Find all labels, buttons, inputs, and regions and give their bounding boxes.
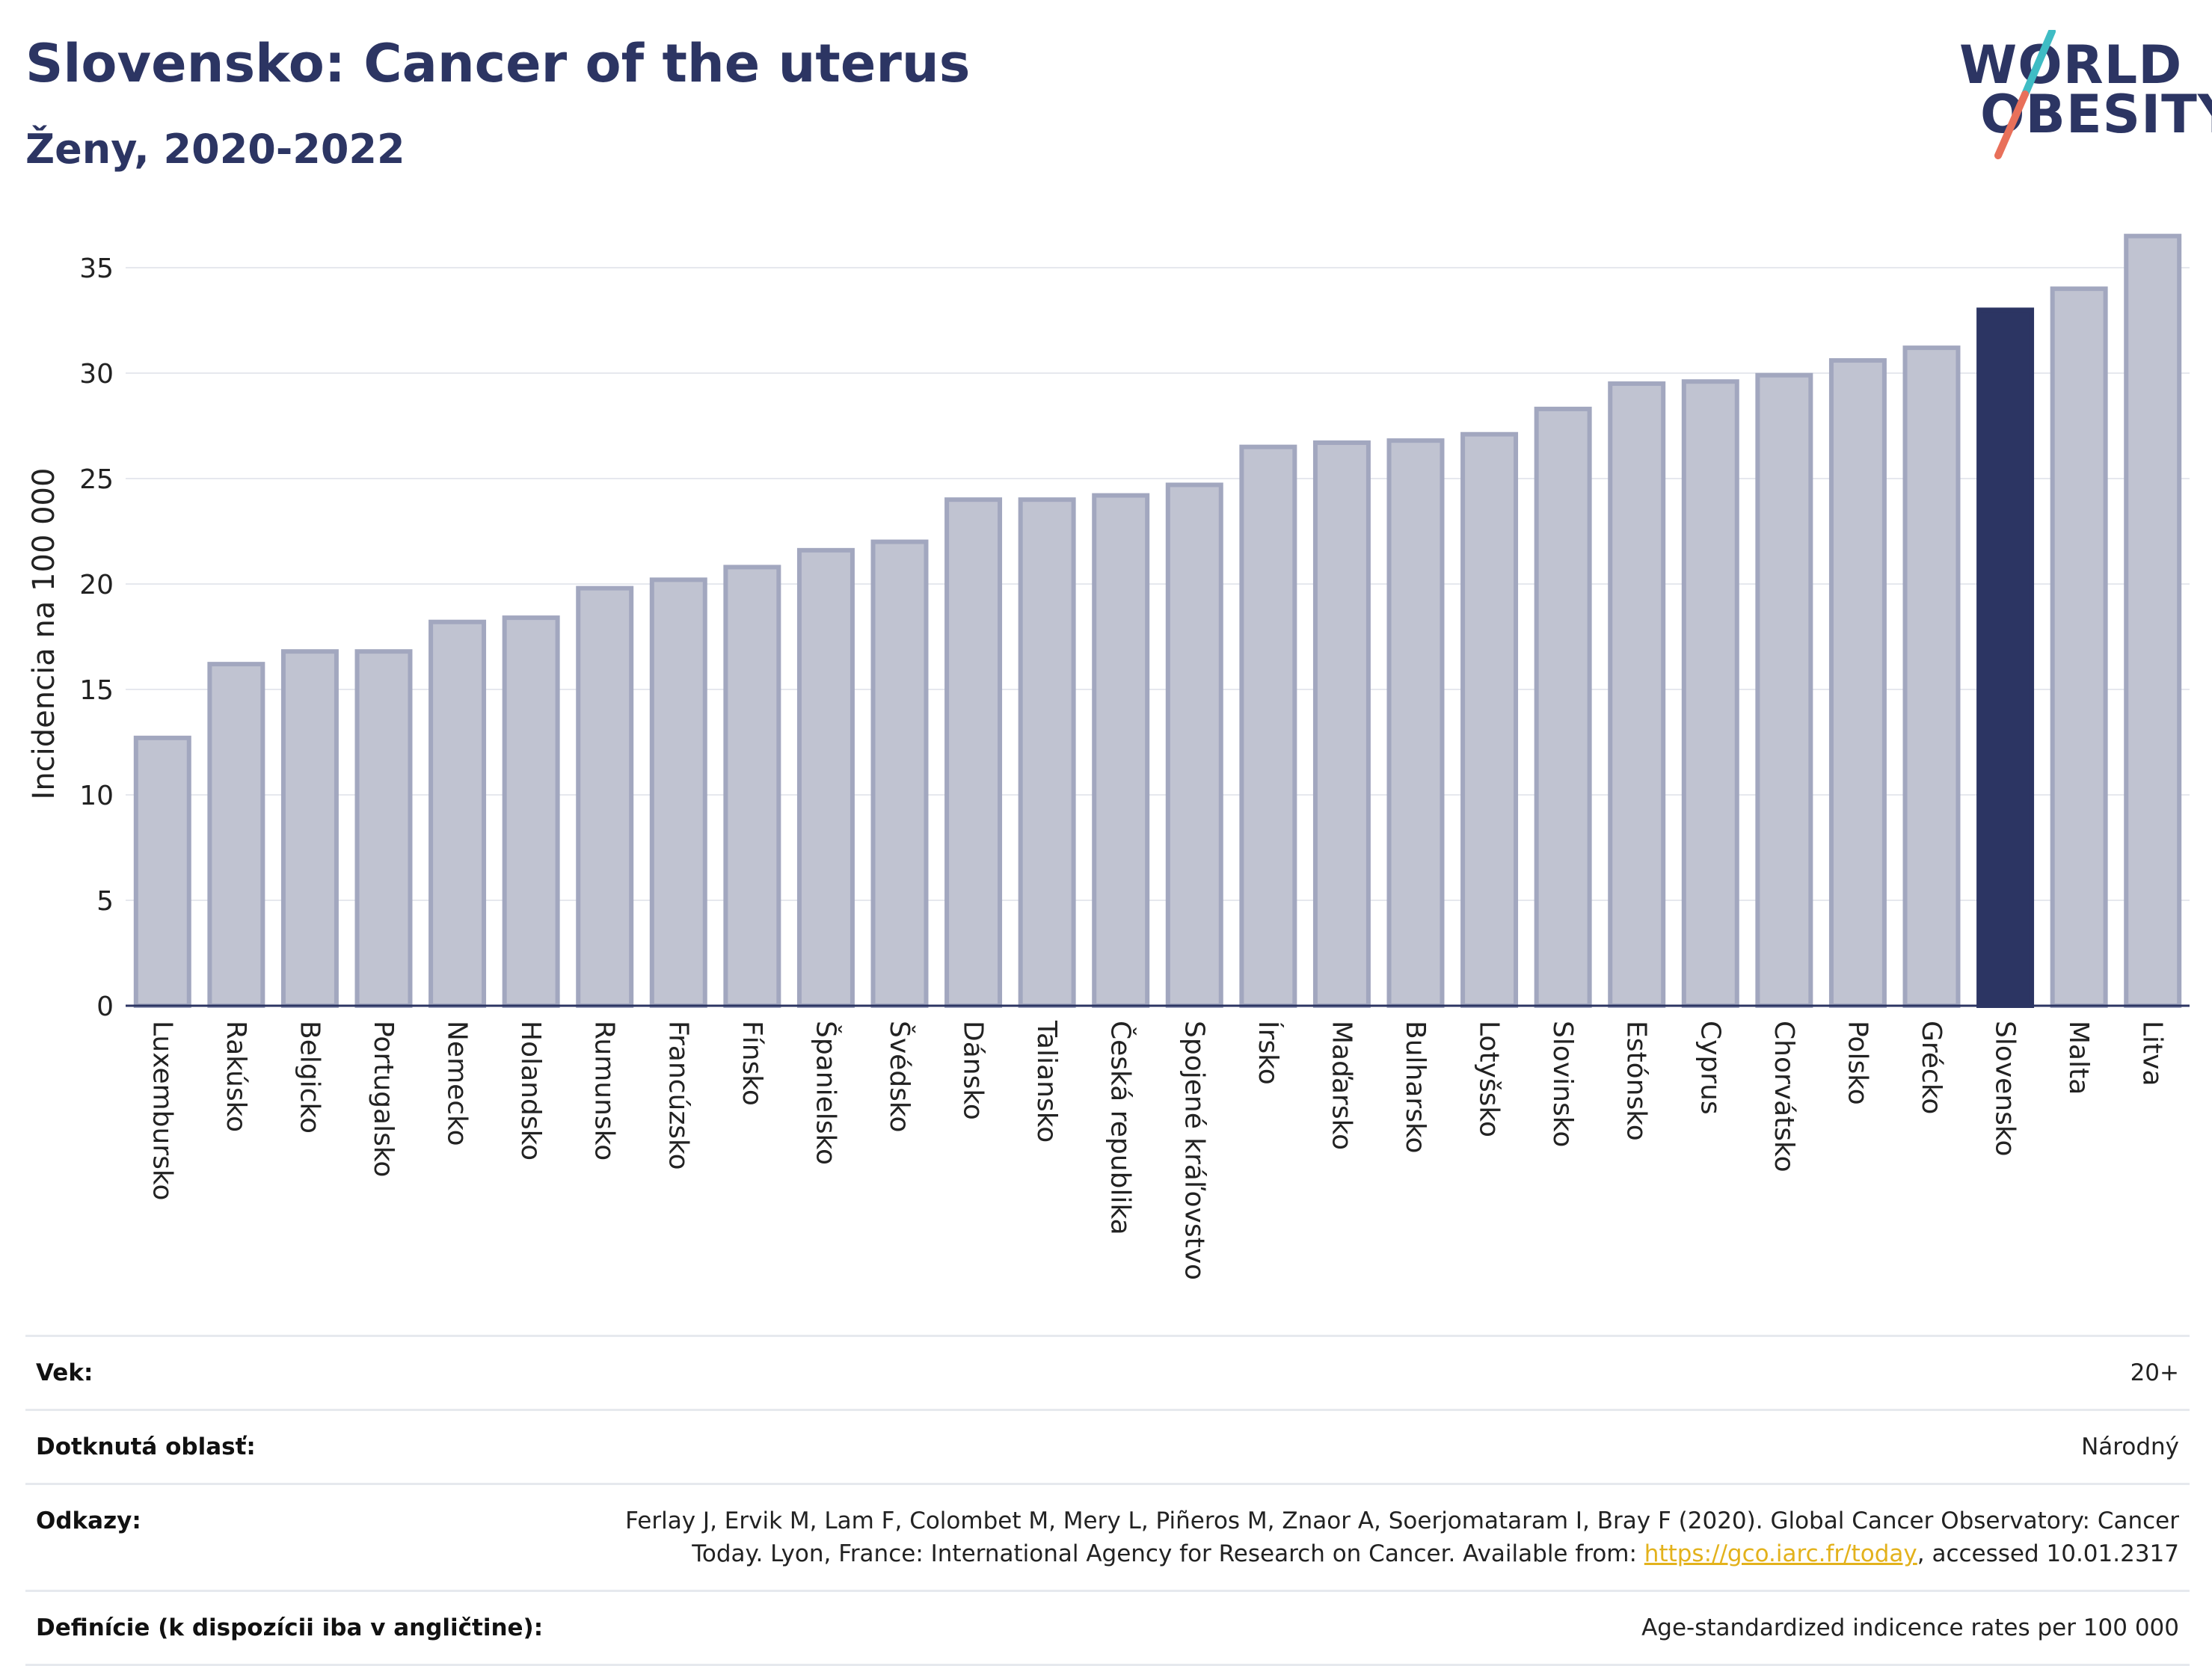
bar [2050,286,2108,1008]
bar-chart: 0 5 10 15 20 25 30 35 Luxembursko Rakúsko Belgicko… [27,233,2190,1280]
age-value: 20+ [2130,1359,2179,1386]
y-tick-label: 0 [96,992,114,1022]
x-tick-label: Španielsko [810,1021,841,1165]
bar [1092,493,1150,1008]
x-tick-label: Belgicko [294,1021,325,1134]
y-axis-label: Incidencia na 100 000 [27,468,61,800]
bar [796,547,855,1009]
x-tick-label: Litva [2137,1021,2168,1086]
x-tick-label: Polsko [1842,1021,1872,1105]
bar [1386,438,1445,1009]
bar [1608,381,1666,1008]
bar [2124,233,2182,1008]
bar [1976,307,2035,1008]
logo-word-world: WORLD [1959,34,2183,96]
x-tick-label: Rakúsko [221,1021,251,1132]
bar [576,585,634,1008]
x-tick-label: Taliansko [1031,1020,1062,1143]
info-table: Vek: 20+ Dotknutá oblasť: Národný Odkazy… [25,1335,2190,1666]
bar [207,662,265,1009]
x-tick-label: Spojené kráľovstvo [1179,1021,1209,1280]
area-value: Národný [2081,1433,2179,1460]
logo-slash-icon [1994,30,2056,159]
y-tick-label: 5 [96,886,114,917]
x-tick-label: Luxembursko [147,1021,177,1200]
bar [1165,482,1223,1008]
y-tick-label: 30 [79,359,114,390]
bar [428,619,487,1008]
y-tick-label: 15 [79,675,114,706]
x-tick-label: Maďarsko [1326,1021,1357,1150]
definitions-label: Definície (k dispozícii iba v angličtine… [36,1614,544,1641]
x-tick-label: Grécko [1916,1021,1947,1114]
references-value: Ferlay J, Ervik M, Lam F, Colombet M, Me… [571,1504,2179,1570]
references-text: Ferlay J, Ervik M, Lam F, Colombet M, Me… [625,1507,2179,1567]
definitions-value: Age-standardized indicence rates per 100… [1641,1614,2179,1641]
references-label: Odkazy: [36,1507,141,1534]
references-accessed: , accessed 10.01.2317 [1917,1540,2179,1567]
x-tick-label: Malta [2063,1021,2094,1095]
x-tick-label: Lotyšsko [1474,1021,1505,1137]
bar [649,577,707,1008]
x-tick-label: Írsko [1253,1021,1284,1085]
bar [502,615,560,1008]
bar [280,649,339,1008]
y-tick-label: 25 [79,464,114,495]
bar [870,539,929,1008]
bar [1902,345,1961,1008]
bar [133,735,191,1008]
bar [1681,379,1739,1008]
chart-title: Slovensko: Cancer of the uterus [25,33,971,94]
bar [1828,358,1887,1008]
info-row-references: Odkazy: Ferlay J, Ervik M, Lam F, Colomb… [25,1483,2190,1590]
axes: 0 5 10 15 20 25 30 35 Luxembursko Rakúsko Belgicko… [79,253,2190,1280]
y-tick-label: 10 [79,781,114,811]
x-tick-label: Fínsko [737,1021,767,1106]
area-label: Dotknutá oblasť: [36,1433,256,1460]
x-tick-label: Švédsko [884,1021,915,1133]
bars [133,233,2182,1009]
bar [1460,431,1519,1008]
bar [944,497,1003,1008]
bar [1755,372,1813,1008]
world-obesity-logo: WORLD OBESITY [1944,30,2212,161]
x-tick-label: Holandsko [515,1021,546,1161]
x-tick-label: Dánsko [958,1021,989,1120]
bar [1018,497,1076,1008]
x-tick-label: Estónsko [1621,1021,1652,1141]
info-row-area: Dotknutá oblasť: Národný [25,1409,2190,1483]
bar [1534,406,1592,1008]
y-tick-label: 35 [79,253,114,284]
x-tick-label: Slovensko [1990,1021,2021,1157]
x-tick-label: Cyprus [1695,1021,1725,1115]
chart-subtitle: Ženy, 2020-2022 [25,126,405,173]
info-row-age: Vek: 20+ [25,1335,2190,1409]
x-tick-label: Slovinsko [1547,1021,1578,1147]
x-tick-label: Nemecko [442,1021,473,1146]
references-link[interactable]: https://gco.iarc.fr/today [1644,1540,1917,1567]
bar [1239,444,1297,1008]
bar [723,565,781,1008]
x-tick-label: Chorvátsko [1769,1021,1799,1172]
bar [354,649,413,1008]
age-label: Vek: [36,1359,93,1386]
y-tick-label: 20 [79,570,114,600]
x-tick-label: Portugalsko [368,1021,399,1177]
x-tick-label: Bulharsko [1400,1021,1431,1154]
bar [1312,440,1371,1008]
x-tick-label: Rumunsko [589,1021,620,1161]
x-tick-label: Česká republika [1105,1021,1137,1235]
x-tick-label: Francúzsko [663,1021,693,1170]
